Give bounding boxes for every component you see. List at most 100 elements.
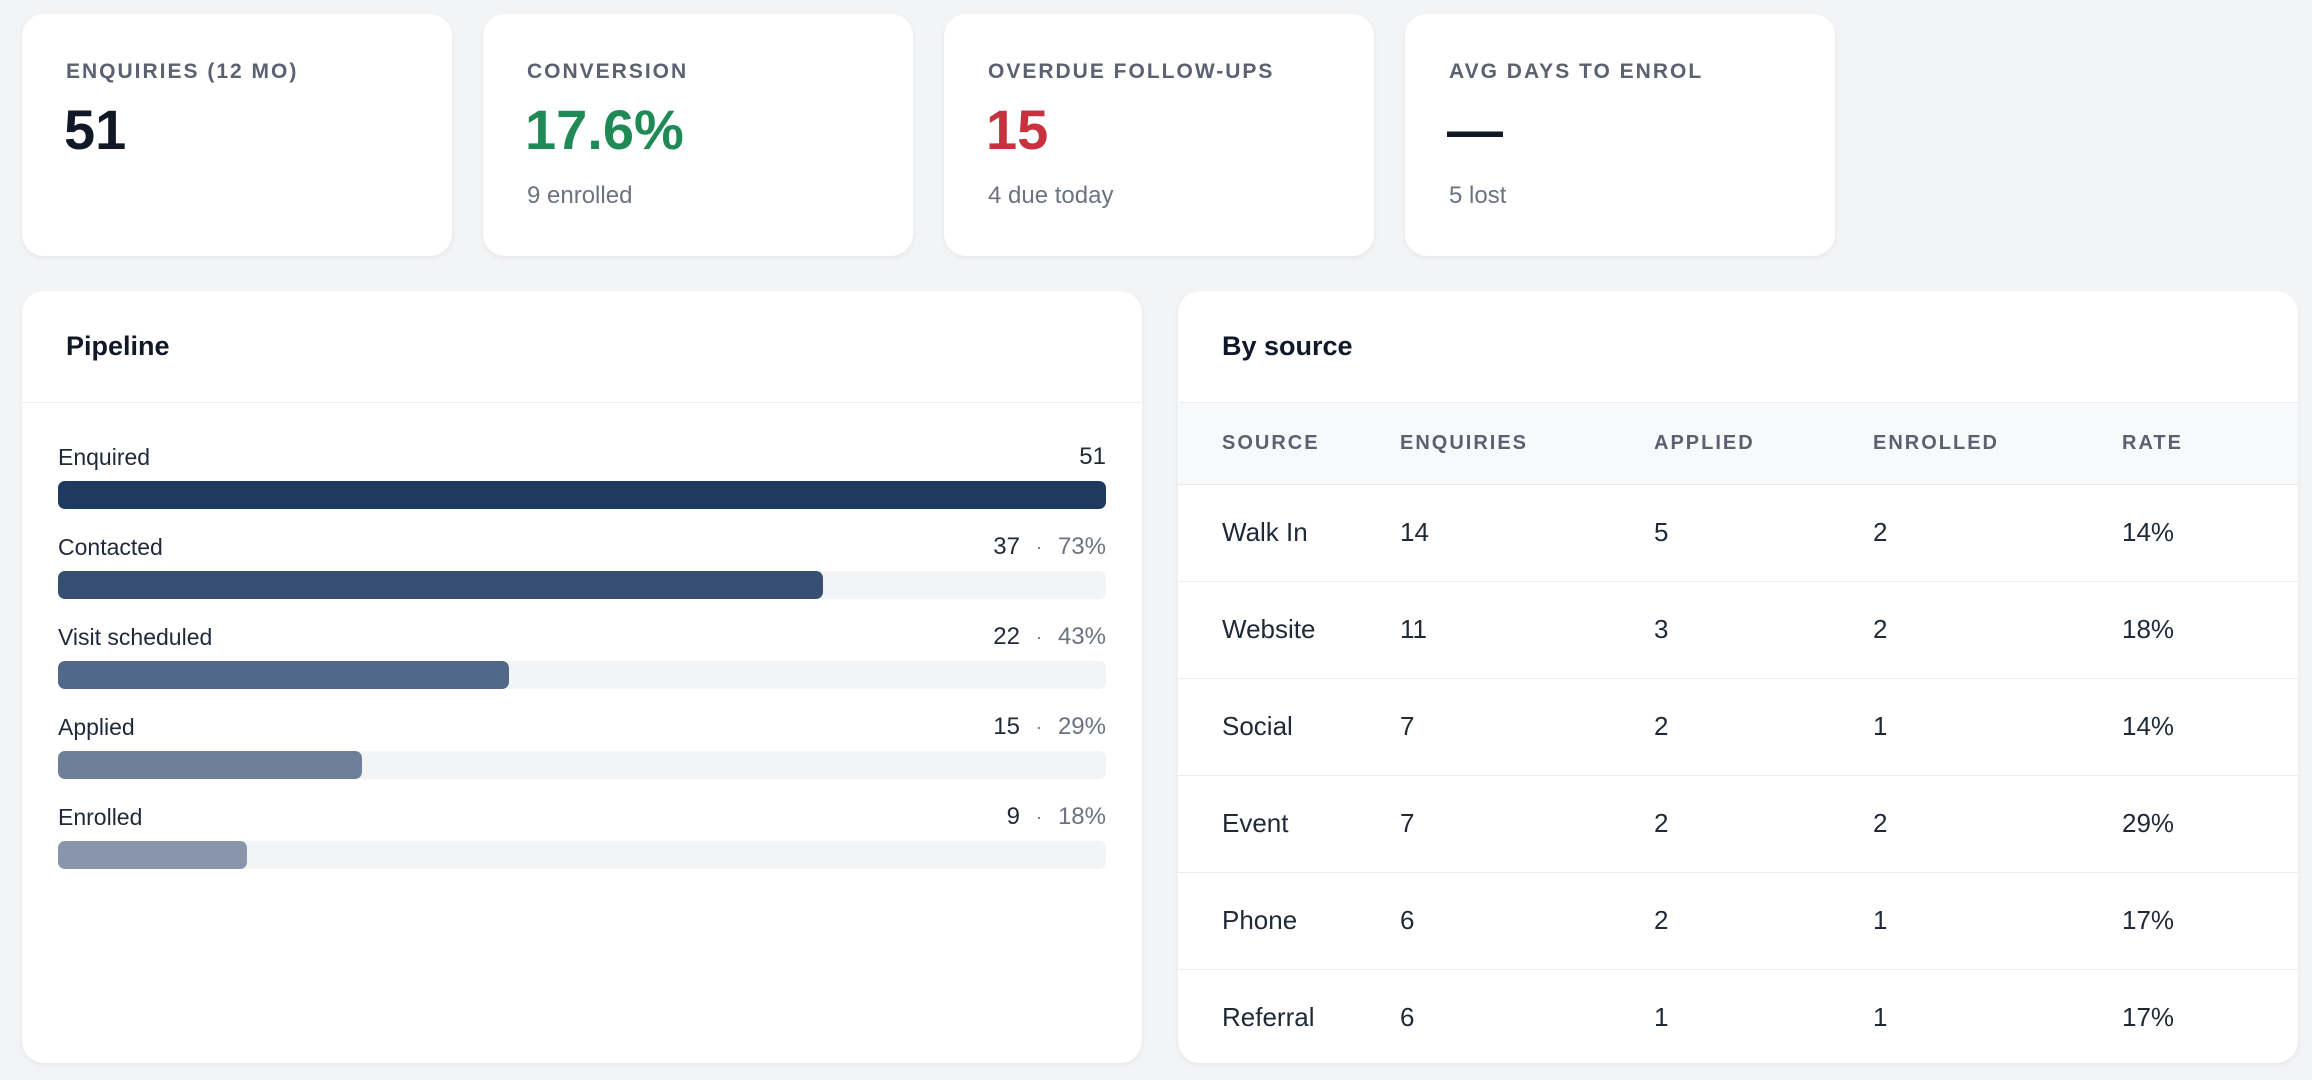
kpi-card-overdue-follow-ups: OVERDUE FOLLOW-UPS 15 4 due today (944, 14, 1374, 256)
table-cell: 2 (1873, 808, 1888, 838)
table-row: Referral 6 1 1 17% (1178, 969, 2298, 1063)
table-cell: 1 (1873, 905, 1888, 935)
separator-dot: · (1035, 716, 1042, 737)
separator-dot: · (1035, 806, 1042, 827)
stage-count: 22 (993, 623, 1020, 650)
kpi-card-enquiries: ENQUIRIES (12 MO) 51 (22, 14, 452, 256)
table-cell: 17% (2122, 905, 2175, 935)
kpi-label: CONVERSION (527, 60, 689, 83)
table-cell: 6 (1400, 1002, 1415, 1033)
stage-count: 51 (1079, 443, 1106, 470)
separator-dot: · (1035, 626, 1042, 647)
panel-header: By source (1178, 291, 2298, 403)
stage-bar-fill (58, 751, 362, 779)
stage-percent: 73% (1057, 533, 1106, 560)
stage-bar-fill (58, 661, 509, 689)
pipeline-stage: Contacted 37 · 73% (58, 529, 1106, 619)
source-table: SOURCE ENQUIRIES APPLIED ENROLLED RATE W… (1178, 403, 2298, 1063)
table-cell: Referral (1222, 1002, 1315, 1033)
stage-bar-fill (58, 571, 823, 599)
table-cell: 2 (1873, 614, 1888, 644)
table-cell: 18% (2122, 614, 2175, 644)
separator-dot: · (1035, 536, 1042, 557)
stage-bar-track (58, 841, 1106, 869)
kpi-value: 15 (986, 98, 1049, 161)
table-cell: Website (1222, 614, 1316, 644)
stage-bar-track (58, 571, 1106, 599)
stage-label: Applied (58, 713, 135, 740)
kpi-value: — (1447, 98, 1503, 161)
stage-percent: 18% (1057, 803, 1106, 830)
table-cell: 3 (1654, 614, 1669, 644)
pipeline-stage: Enrolled 9 · 18% (58, 799, 1106, 889)
stage-percent: 43% (1057, 623, 1106, 650)
table-cell: 6 (1400, 905, 1415, 935)
table-cell: 1 (1873, 1002, 1888, 1033)
table-cell: 14% (2122, 711, 2175, 741)
stage-values: 15 · 29% (993, 713, 1106, 741)
stage-count: 9 (1006, 803, 1020, 830)
pipeline-stages: Enquired 51 Contacted 37 · 73% Visit sch… (22, 403, 1142, 889)
table-cell: 7 (1400, 711, 1415, 741)
stage-count: 15 (993, 713, 1020, 740)
column-header-source[interactable]: SOURCE (1222, 431, 1320, 454)
table-cell: 1 (1654, 1002, 1669, 1033)
stage-label: Visit scheduled (58, 623, 213, 650)
column-header-enrolled[interactable]: ENROLLED (1873, 431, 1999, 454)
panel-title: Pipeline (66, 331, 170, 361)
stage-values: 37 · 73% (993, 533, 1106, 561)
stage-count: 37 (993, 533, 1020, 560)
table-cell: Event (1222, 808, 1289, 838)
stage-values: 9 · 18% (1007, 803, 1106, 831)
stage-bar-track (58, 661, 1106, 689)
table-cell: 2 (1654, 808, 1669, 838)
kpi-label: ENQUIRIES (12 MO) (66, 60, 299, 83)
stage-bar-track (58, 751, 1106, 779)
kpi-subtext: 4 due today (988, 182, 1114, 209)
table-cell: 2 (1654, 905, 1669, 935)
table-cell: Walk In (1222, 517, 1308, 547)
table-cell: 11 (1400, 614, 1427, 644)
pipeline-stage: Applied 15 · 29% (58, 709, 1106, 799)
stage-bar-fill (58, 481, 1106, 509)
stage-bar-fill (58, 841, 247, 869)
table-cell: 17% (2122, 1002, 2175, 1033)
pipeline-stage: Enquired 51 (58, 439, 1106, 529)
kpi-row: ENQUIRIES (12 MO) 51 CONVERSION 17.6% 9 … (22, 14, 1835, 256)
table-row: Phone 6 2 1 17% (1178, 872, 2298, 969)
table-cell: 5 (1654, 517, 1669, 547)
stage-percent: 29% (1057, 713, 1106, 740)
table-cell: 14% (2122, 517, 2175, 547)
column-header-rate[interactable]: RATE (2122, 431, 2183, 454)
table-row: Event 7 2 2 29% (1178, 775, 2298, 872)
stage-label: Enquired (58, 443, 151, 470)
table-cell: 14 (1400, 517, 1429, 547)
kpi-subtext: 9 enrolled (527, 182, 633, 209)
table-cell: 2 (1654, 711, 1669, 741)
table-row: Walk In 14 5 2 14% (1178, 484, 2298, 581)
table-cell: 7 (1400, 808, 1415, 838)
stage-label: Enrolled (58, 803, 143, 830)
by-source-panel: By source SOURCE ENQUIRIES APPLIED ENROL… (1178, 291, 2298, 1063)
stage-values: 51 (1079, 443, 1106, 471)
table-row: Website 11 3 2 18% (1178, 581, 2298, 678)
pipeline-panel: Pipeline Enquired 51 Contacted 37 · 73% … (22, 291, 1142, 1063)
kpi-value: 17.6% (525, 98, 684, 161)
stage-label: Contacted (58, 533, 163, 560)
kpi-card-avg-days-to-enrol: AVG DAYS TO ENROL — 5 lost (1405, 14, 1835, 256)
column-header-applied[interactable]: APPLIED (1654, 431, 1755, 454)
stage-bar-track (58, 481, 1106, 509)
stage-values: 22 · 43% (993, 623, 1106, 651)
pipeline-stage: Visit scheduled 22 · 43% (58, 619, 1106, 709)
column-header-enquiries[interactable]: ENQUIRIES (1400, 431, 1529, 454)
table-row: Social 7 2 1 14% (1178, 678, 2298, 775)
panel-header: Pipeline (22, 291, 1142, 403)
table-cell: Social (1222, 711, 1293, 741)
kpi-subtext: 5 lost (1449, 182, 1507, 209)
kpi-label: OVERDUE FOLLOW-UPS (988, 60, 1275, 83)
table-header-row: SOURCE ENQUIRIES APPLIED ENROLLED RATE (1178, 403, 2298, 484)
kpi-label: AVG DAYS TO ENROL (1449, 60, 1704, 83)
table-cell: Phone (1222, 905, 1298, 935)
table-cell: 1 (1873, 711, 1888, 741)
